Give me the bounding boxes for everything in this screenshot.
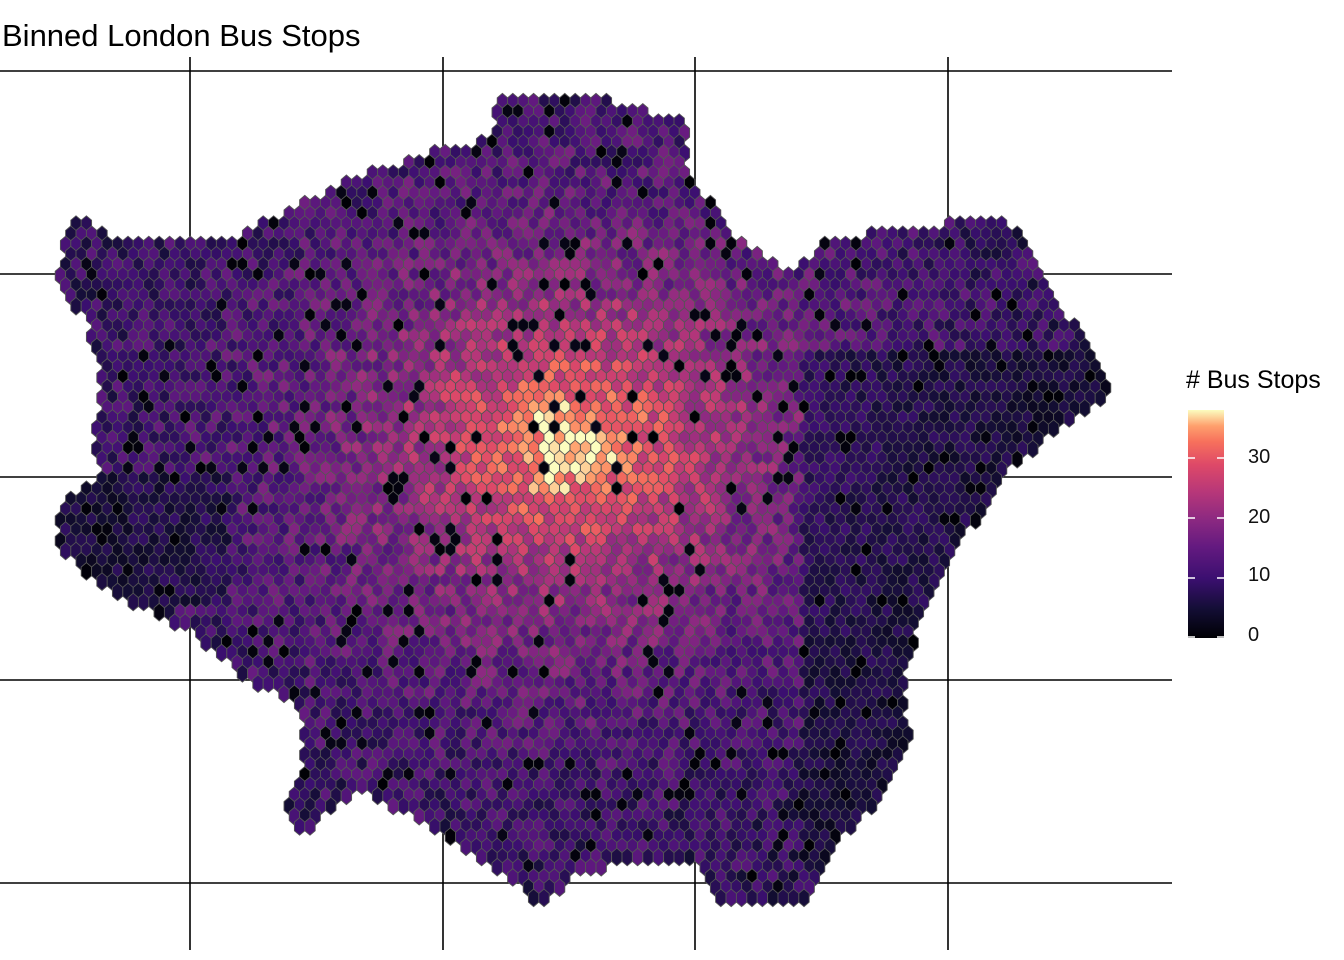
hex-bin (80, 562, 93, 581)
hex-bin (236, 664, 249, 683)
hex-bin (356, 776, 368, 795)
hex-bin (169, 613, 181, 632)
hex-bin (371, 786, 384, 806)
hex-bin (252, 674, 264, 693)
hex-bin (59, 541, 72, 561)
hex-bin (969, 511, 982, 530)
hex-bin (387, 796, 399, 816)
hex-bin (96, 572, 108, 591)
hex-bin (325, 796, 337, 816)
hex-bin (200, 633, 212, 653)
map-title: Binned London Bus Stops (2, 18, 361, 53)
hex-bin (1011, 449, 1023, 469)
hex-bin (127, 592, 139, 612)
hex-bin (865, 796, 878, 816)
hex-bin (340, 786, 353, 806)
hex-bin (397, 796, 410, 816)
hex-bin (1027, 439, 1039, 459)
hex-bin (153, 602, 165, 622)
hex-bin (1079, 398, 1091, 418)
hex-bin (137, 592, 150, 612)
hex-bin (179, 613, 191, 632)
hex-bin (1094, 388, 1107, 408)
hex-bin (1047, 419, 1060, 438)
hex-bin (1063, 409, 1075, 428)
hexbin-layer (54, 92, 1112, 908)
hex-bin (111, 582, 124, 602)
hex-bin (278, 684, 290, 704)
hex-bin (70, 296, 82, 316)
hex-bin (413, 806, 425, 826)
hex-bin (215, 643, 228, 663)
hex-bin (429, 817, 441, 836)
hex-bin (304, 817, 316, 836)
hex-bin (293, 817, 306, 836)
hex-bin (262, 674, 275, 693)
